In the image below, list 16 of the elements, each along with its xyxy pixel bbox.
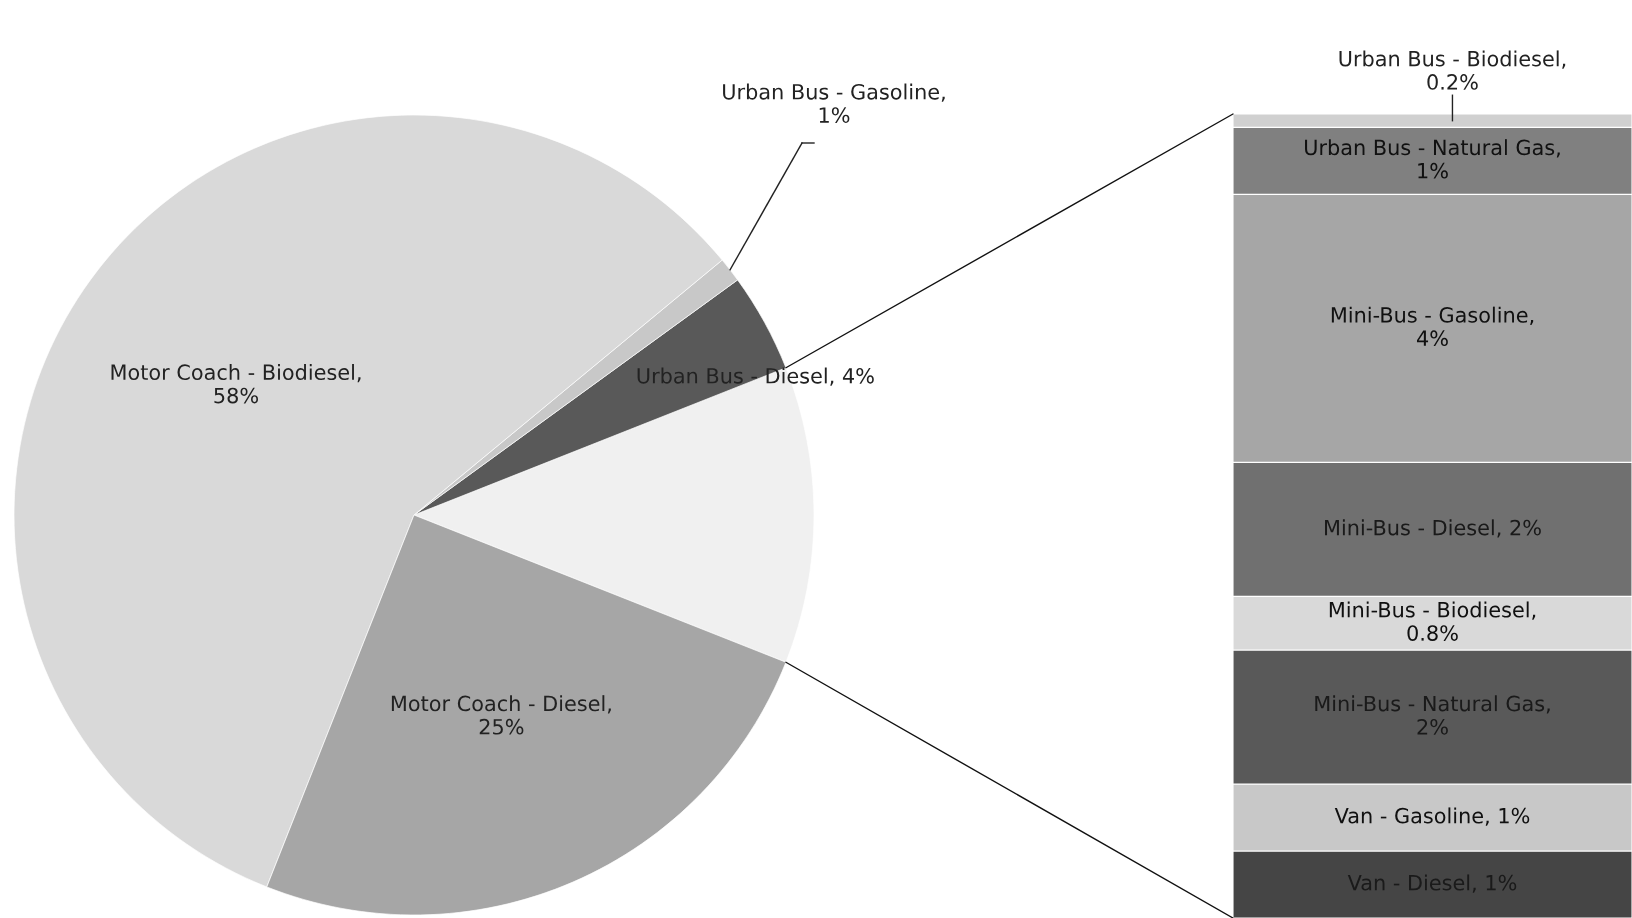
slice-label: Motor Coach - Biodiesel, 58% bbox=[111, 363, 361, 404]
series-label: Urban Bus - Natural Gas, bbox=[1305, 139, 1560, 158]
series-label: Mini-Bus - Gasoline, bbox=[1331, 306, 1534, 325]
series-label: Mini-Bus - Biodiesel, bbox=[1329, 601, 1536, 620]
data-label: 1% bbox=[1418, 162, 1448, 179]
text: Urban Bus - Biodiesel, bbox=[1339, 50, 1566, 69]
data-label: 0.2% bbox=[1427, 74, 1478, 90]
text: Mini-Bus - Diesel, 2% bbox=[1325, 519, 1541, 538]
slice-label: Urban Bus - Gasoline, 1% bbox=[723, 83, 945, 123]
series-label: Mini-Bus - Natural Gas, bbox=[1315, 695, 1550, 714]
data-label: 2% bbox=[1417, 718, 1448, 735]
slice-label: Motor Coach - Diesel, 25% bbox=[391, 695, 611, 735]
text: Van - Gasoline, 1% bbox=[1334, 807, 1530, 826]
data-label: 0.8% bbox=[1407, 625, 1458, 641]
slice-label: Urban Bus - Diesel, 4% bbox=[637, 367, 874, 386]
data-label: 4% bbox=[1416, 330, 1448, 347]
